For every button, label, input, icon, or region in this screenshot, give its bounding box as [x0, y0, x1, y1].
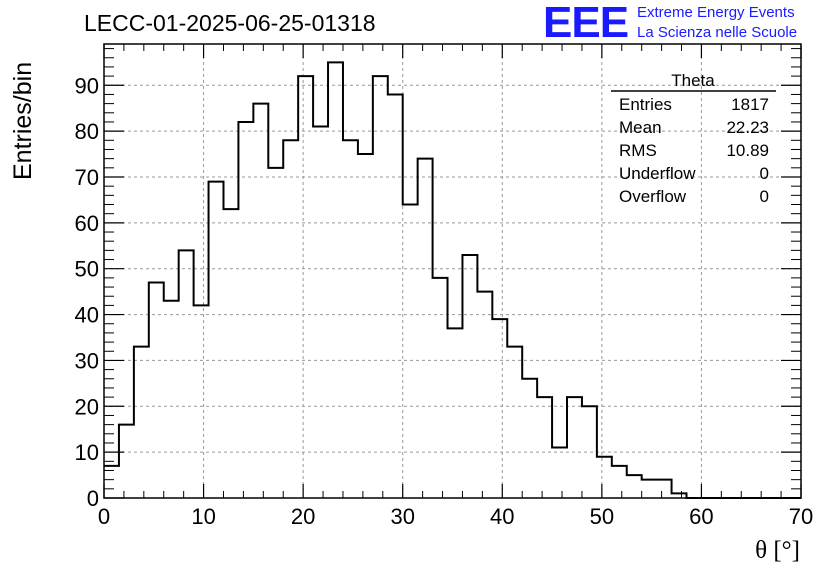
y-axis-ticks — [104, 48, 801, 499]
stats-row-value: 10.89 — [726, 141, 769, 160]
x-axis-label: θ [°] — [755, 537, 800, 564]
stats-title: Theta — [671, 71, 715, 90]
plot-frame — [103, 43, 802, 499]
stats-row-value: 0 — [760, 187, 769, 206]
x-tick-label: 0 — [98, 504, 110, 529]
y-axis-label: Entries/bin — [9, 62, 37, 180]
x-tick-label: 40 — [490, 504, 514, 529]
stats-row-value: 1817 — [731, 95, 769, 114]
stats-row-value: 22.23 — [726, 118, 769, 137]
logo-line-1: Extreme Energy Events — [637, 4, 795, 21]
stats-row-label: Entries — [619, 95, 672, 114]
y-tick-labels: 0 10 20 30 40 50 60 70 80 90 — [75, 73, 99, 511]
y-tick-label: 20 — [75, 394, 99, 419]
y-tick-label: 10 — [75, 440, 99, 465]
histogram-line — [104, 61, 801, 499]
stats-row-label: Underflow — [619, 164, 696, 183]
x-tick-label: 20 — [291, 504, 315, 529]
y-tick-label: 70 — [75, 165, 99, 190]
x-tick-label: 60 — [689, 504, 713, 529]
stats-row-label: RMS — [619, 141, 657, 160]
x-tick-labels: 0 10 20 30 40 50 60 70 — [98, 504, 813, 529]
y-tick-label: 90 — [75, 73, 99, 98]
x-tick-label: 10 — [191, 504, 215, 529]
y-tick-label: 60 — [75, 211, 99, 236]
run-title: LECC-01-2025-06-25-01318 — [84, 10, 376, 36]
x-tick-label: 30 — [390, 504, 414, 529]
grid-lines — [104, 44, 801, 498]
stats-row-label: Mean — [619, 118, 662, 137]
stats-row-value: 0 — [760, 164, 769, 183]
x-tick-label: 50 — [590, 504, 614, 529]
y-tick-label: 30 — [75, 348, 99, 373]
y-tick-label: 0 — [87, 486, 99, 511]
x-tick-label: 70 — [789, 504, 813, 529]
y-tick-label: 40 — [75, 303, 99, 328]
eee-logo: EEE — [543, 0, 629, 47]
y-tick-label: 50 — [75, 257, 99, 282]
eee-logo-text: Extreme Energy Events La Scienza nelle S… — [637, 3, 797, 43]
stats-box: Theta Entries 1817 Mean 22.23 RMS 10.89 Underf… — [611, 71, 776, 206]
logo-line-2: La Scienza nelle Scuole — [637, 24, 798, 41]
y-tick-label: 80 — [75, 119, 99, 144]
stats-row-label: Overflow — [619, 187, 687, 206]
